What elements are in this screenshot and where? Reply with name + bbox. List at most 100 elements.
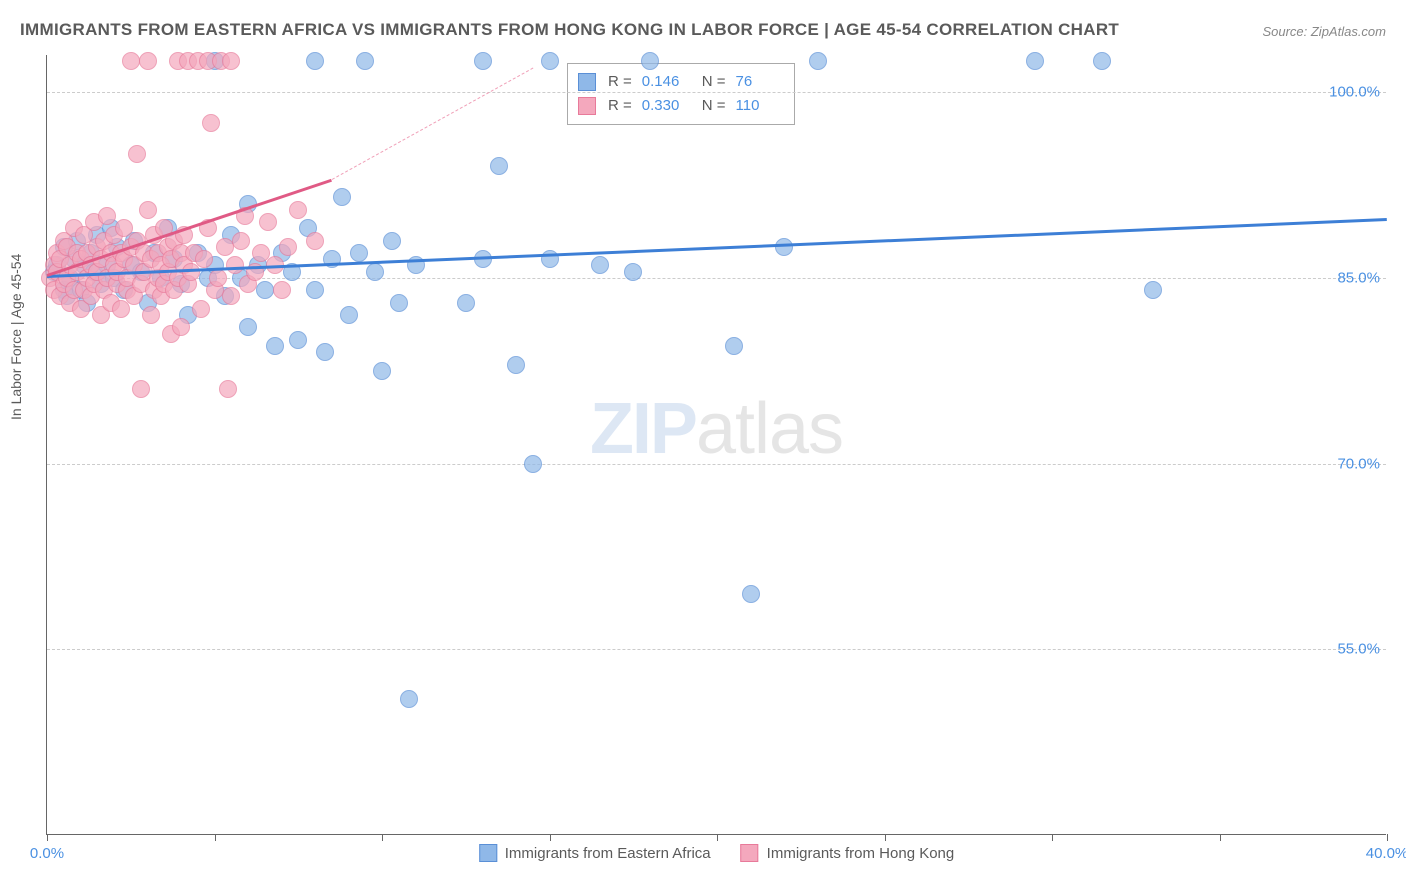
watermark: ZIPatlas bbox=[590, 388, 843, 470]
data-point bbox=[474, 52, 492, 70]
legend-item: Immigrants from Hong Kong bbox=[741, 844, 955, 862]
data-point bbox=[256, 281, 274, 299]
data-point bbox=[373, 362, 391, 380]
data-point bbox=[340, 306, 358, 324]
x-tick-mark bbox=[215, 834, 216, 841]
legend-label: Immigrants from Hong Kong bbox=[767, 845, 955, 862]
r-value: 0.330 bbox=[642, 94, 690, 118]
x-tick-mark bbox=[47, 834, 48, 841]
data-point bbox=[641, 52, 659, 70]
x-tick-mark bbox=[550, 834, 551, 841]
legend-swatch bbox=[741, 844, 759, 862]
x-tick-mark bbox=[1387, 834, 1388, 841]
plot-area: ZIPatlas R =0.146N =76R =0.330N =110 Imm… bbox=[46, 55, 1386, 835]
y-tick-label: 55.0% bbox=[1337, 641, 1380, 658]
gridline bbox=[47, 464, 1386, 465]
x-tick-mark bbox=[1220, 834, 1221, 841]
data-point bbox=[366, 263, 384, 281]
data-point bbox=[383, 232, 401, 250]
data-point bbox=[139, 201, 157, 219]
data-point bbox=[350, 244, 368, 262]
gridline bbox=[47, 92, 1386, 93]
legend-swatch bbox=[578, 97, 596, 115]
r-label: R = bbox=[608, 70, 632, 94]
data-point bbox=[356, 52, 374, 70]
y-tick-label: 70.0% bbox=[1337, 455, 1380, 472]
data-point bbox=[259, 213, 277, 231]
data-point bbox=[524, 455, 542, 473]
data-point bbox=[195, 250, 213, 268]
x-tick-label: 40.0% bbox=[1366, 845, 1406, 862]
data-point bbox=[232, 232, 250, 250]
n-value: 110 bbox=[736, 94, 784, 118]
legend-swatch bbox=[578, 73, 596, 91]
data-point bbox=[279, 238, 297, 256]
y-tick-label: 85.0% bbox=[1337, 269, 1380, 286]
legend-item: Immigrants from Eastern Africa bbox=[479, 844, 711, 862]
data-point bbox=[289, 201, 307, 219]
data-point bbox=[1026, 52, 1044, 70]
data-point bbox=[400, 690, 418, 708]
data-point bbox=[142, 306, 160, 324]
data-point bbox=[128, 145, 146, 163]
data-point bbox=[239, 318, 257, 336]
source-label: Source: bbox=[1262, 24, 1310, 39]
data-point bbox=[591, 256, 609, 274]
legend-row: R = 0.146 N = 76 bbox=[578, 70, 784, 94]
data-point bbox=[725, 337, 743, 355]
n-label: N = bbox=[702, 70, 726, 94]
chart-title: IMMIGRANTS FROM EASTERN AFRICA VS IMMIGR… bbox=[20, 20, 1119, 40]
data-point bbox=[490, 157, 508, 175]
x-tick-mark bbox=[885, 834, 886, 841]
data-point bbox=[541, 52, 559, 70]
data-point bbox=[98, 207, 116, 225]
legend-swatch bbox=[479, 844, 497, 862]
data-point bbox=[457, 294, 475, 312]
x-tick-mark bbox=[1052, 834, 1053, 841]
data-point bbox=[624, 263, 642, 281]
data-point bbox=[132, 380, 150, 398]
trend-line bbox=[47, 218, 1387, 278]
data-point bbox=[202, 114, 220, 132]
watermark-zip: ZIP bbox=[590, 389, 696, 469]
data-point bbox=[216, 238, 234, 256]
data-point bbox=[172, 318, 190, 336]
data-point bbox=[507, 356, 525, 374]
data-point bbox=[122, 52, 140, 70]
data-point bbox=[1093, 52, 1111, 70]
data-point bbox=[306, 281, 324, 299]
y-tick-label: 100.0% bbox=[1329, 84, 1380, 101]
series-legend: Immigrants from Eastern Africa Immigrants… bbox=[479, 844, 954, 862]
legend-row: R = 0.330 N = 110 bbox=[578, 94, 784, 118]
data-point bbox=[742, 585, 760, 603]
r-label: R = bbox=[608, 94, 632, 118]
data-point bbox=[266, 337, 284, 355]
data-point bbox=[222, 52, 240, 70]
data-point bbox=[139, 52, 157, 70]
data-point bbox=[809, 52, 827, 70]
data-point bbox=[1144, 281, 1162, 299]
x-tick-label: 0.0% bbox=[30, 845, 64, 862]
r-value: 0.146 bbox=[642, 70, 690, 94]
y-axis-label: In Labor Force | Age 45-54 bbox=[8, 254, 24, 420]
x-tick-mark bbox=[717, 834, 718, 841]
data-point bbox=[222, 287, 240, 305]
data-point bbox=[390, 294, 408, 312]
n-value: 76 bbox=[736, 70, 784, 94]
source-name: ZipAtlas.com bbox=[1311, 24, 1386, 39]
gridline bbox=[47, 649, 1386, 650]
data-point bbox=[192, 300, 210, 318]
data-point bbox=[226, 256, 244, 274]
n-label: N = bbox=[702, 94, 726, 118]
watermark-atlas: atlas bbox=[696, 389, 843, 469]
data-point bbox=[333, 188, 351, 206]
data-point bbox=[289, 331, 307, 349]
source-attribution: Source: ZipAtlas.com bbox=[1262, 24, 1386, 39]
data-point bbox=[219, 380, 237, 398]
legend-label: Immigrants from Eastern Africa bbox=[505, 845, 711, 862]
data-point bbox=[306, 232, 324, 250]
stats-legend-box: R = 0.146 N = 76 R = 0.330 N = 110 bbox=[567, 63, 795, 125]
data-point bbox=[316, 343, 334, 361]
data-point bbox=[209, 269, 227, 287]
data-point bbox=[306, 52, 324, 70]
